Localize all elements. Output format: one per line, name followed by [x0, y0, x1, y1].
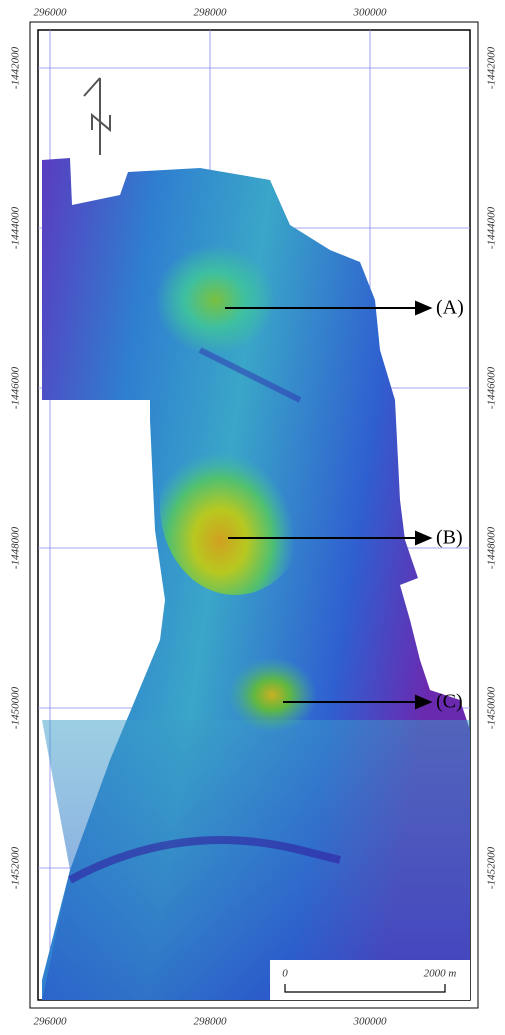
- y-coord-label: -1442000: [486, 46, 498, 89]
- annotation: (C): [436, 691, 463, 713]
- y-coord-label: -1452000: [486, 846, 498, 889]
- y-coord-label: -1448000: [10, 526, 22, 569]
- y-coord-label: -1450000: [486, 686, 498, 729]
- annotation: (B): [436, 527, 463, 549]
- x-coord-label: 300000: [353, 1016, 388, 1028]
- outer-frame: [29, 21, 479, 1009]
- y-coord-label: -1444000: [10, 206, 22, 249]
- scale-bar: 0 2000 m: [270, 960, 470, 1000]
- y-coord-label: -1450000: [10, 686, 22, 729]
- north-arrow: [83, 77, 111, 155]
- arrows: [225, 300, 433, 710]
- annotation: (A): [436, 297, 464, 319]
- y-coord-label: -1452000: [10, 846, 22, 889]
- x-coord-label: 298000: [194, 7, 228, 19]
- x-coord-label: 296000: [34, 7, 68, 19]
- y-coord-label: -1448000: [486, 526, 498, 569]
- x-coord-label: 296000: [34, 1016, 68, 1028]
- y-coord-label: -1444000: [486, 206, 498, 249]
- bathymetry: [42, 158, 470, 1000]
- y-coord-label: -1446000: [10, 366, 22, 409]
- x-coord-label: 300000: [353, 7, 388, 19]
- scale-end: 2000 m: [424, 968, 457, 980]
- y-coord-label: -1442000: [10, 46, 22, 89]
- x-coord-label: 298000: [194, 1016, 228, 1028]
- y-coord-label: -1446000: [486, 366, 498, 409]
- scale-start: 0: [282, 968, 288, 980]
